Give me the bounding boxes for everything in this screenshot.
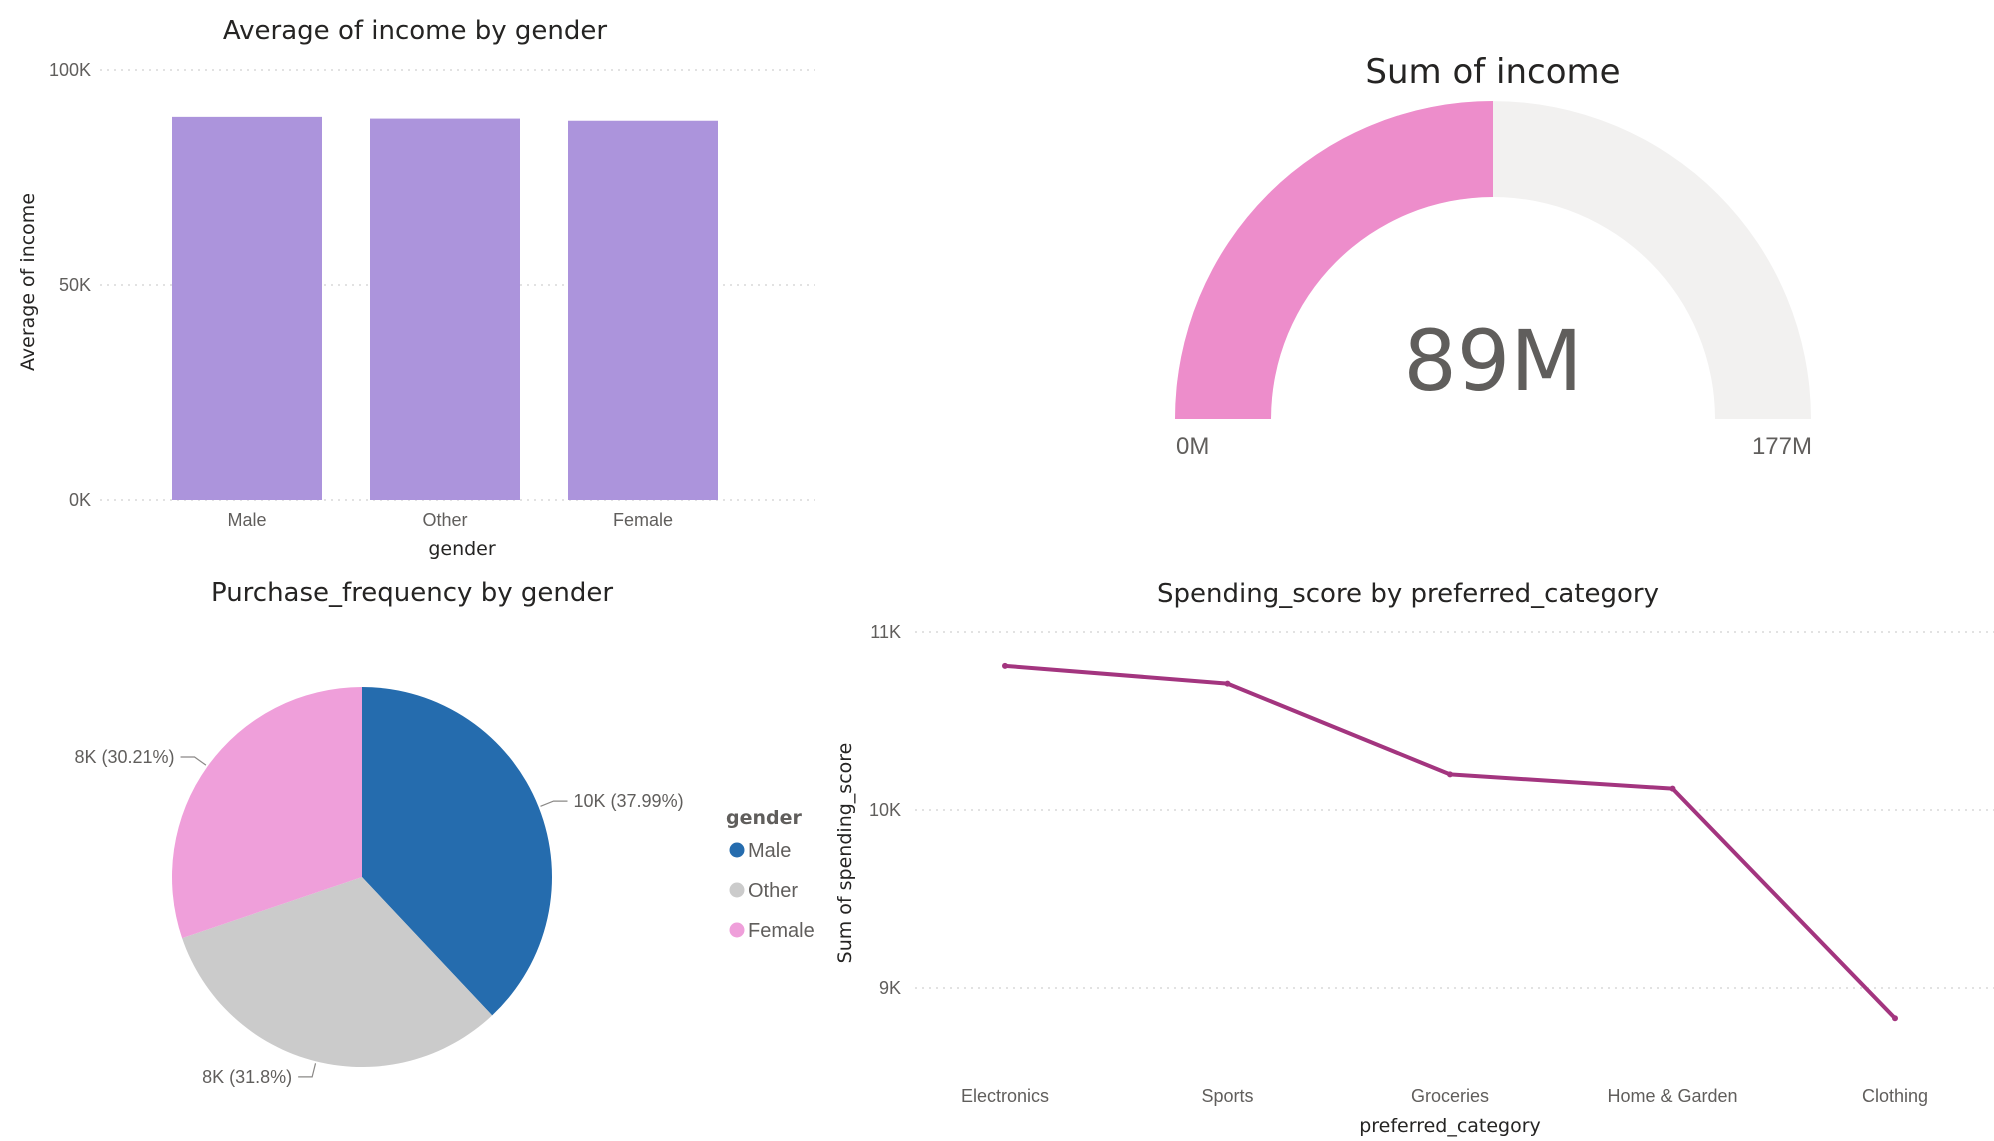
line-x-tick-label: Electronics	[961, 1086, 1049, 1106]
bar-x-ticks: Male Other Female	[227, 510, 673, 530]
legend-title: gender	[726, 807, 803, 829]
pie-slices[interactable]	[171, 687, 552, 1067]
line-chart-title: Spending_score by preferred_category	[1157, 579, 1659, 609]
pie-leader-line	[180, 756, 207, 766]
bar-x-tick-label: Other	[422, 510, 467, 530]
pie-chart-title: Purchase_frequency by gender	[211, 578, 613, 608]
legend-label-female[interactable]: Female	[748, 920, 815, 942]
gauge-fill[interactable]	[1175, 101, 1493, 419]
bar-female[interactable]	[568, 120, 718, 501]
pie-slice-male[interactable]	[362, 687, 552, 1016]
line-point[interactable]	[1002, 662, 1008, 669]
line-gridlines	[915, 631, 1994, 989]
legend-label-male[interactable]: Male	[748, 840, 791, 862]
bar-y-axis-title: Average of income	[17, 193, 39, 371]
line-points[interactable]	[1002, 662, 1898, 1022]
line-y-tick-label: 10K	[869, 800, 901, 820]
bar-x-tick-label: Male	[227, 510, 266, 530]
legend-marker-female	[729, 922, 745, 938]
line-x-tick-label: Home & Garden	[1607, 1086, 1737, 1106]
line-x-tick-label: Groceries	[1411, 1086, 1489, 1106]
legend-marker-other	[729, 882, 745, 898]
line-point[interactable]	[1669, 785, 1676, 792]
pie-legend[interactable]: gender Male Other Female	[726, 807, 815, 942]
gauge-chart[interactable]: Sum of income 89M 0M 177M	[1175, 52, 1812, 460]
pie-slice-other[interactable]	[182, 877, 493, 1067]
line-point[interactable]	[1447, 771, 1453, 778]
line-x-axis-title: preferred_category	[1359, 1115, 1541, 1137]
gauge-min-label: 0M	[1176, 433, 1209, 460]
line-x-tick-label: Clothing	[1862, 1086, 1928, 1106]
bar-y-tick-label: 50K	[59, 275, 91, 295]
pie-slice-female[interactable]	[171, 687, 362, 939]
pie-chart[interactable]: Purchase_frequency by gender 10K (37.99%…	[74, 578, 814, 1087]
bar-x-tick-label: Female	[613, 510, 673, 530]
line-chart[interactable]: Spending_score by preferred_category 9K 1…	[834, 579, 1994, 1137]
bar-other[interactable]	[370, 118, 520, 500]
line-series[interactable]	[1004, 663, 1897, 1020]
bar-male[interactable]	[172, 116, 322, 501]
pie-leader-line	[540, 800, 568, 807]
line-x-ticks: Electronics Sports Groceries Home & Garden C…	[961, 1086, 1928, 1106]
gauge-value: 89M	[1403, 312, 1582, 410]
line-y-tick-label: 9K	[879, 978, 901, 998]
line-point[interactable]	[1892, 1015, 1898, 1022]
bar-y-tick-label: 0K	[69, 490, 91, 510]
bar-chart[interactable]: Average of income by gender 0K 50K 100K Ma…	[17, 16, 815, 560]
pie-leader-line	[298, 1063, 317, 1078]
bar-chart-title: Average of income by gender	[223, 16, 607, 46]
gauge-max-label: 177M	[1752, 433, 1812, 460]
legend-items[interactable]: Male Other Female	[729, 840, 815, 942]
line-y-ticks: 9K 10K 11K	[869, 622, 901, 998]
line-y-tick-label: 11K	[870, 622, 901, 642]
pie-labels: 10K (37.99%) 8K (31.8%) 8K (30.21%)	[74, 747, 683, 1087]
bar-y-tick-label: 100K	[49, 60, 91, 80]
line-point[interactable]	[1224, 680, 1231, 687]
line-y-axis-title: Sum of spending_score	[834, 743, 856, 964]
pie-data-label: 8K (30.21%)	[74, 747, 174, 767]
gauge-title: Sum of income	[1365, 52, 1620, 92]
line-x-tick-label: Sports	[1201, 1086, 1253, 1106]
legend-marker-male	[729, 842, 745, 858]
pie-data-label: 10K (37.99%)	[574, 791, 684, 811]
bar-y-ticks: 0K 50K 100K	[49, 60, 91, 510]
pie-data-label: 8K (31.8%)	[202, 1067, 292, 1087]
bar-bars[interactable]	[172, 116, 718, 501]
legend-label-other[interactable]: Other	[748, 880, 798, 902]
bar-x-axis-title: gender	[428, 538, 496, 560]
